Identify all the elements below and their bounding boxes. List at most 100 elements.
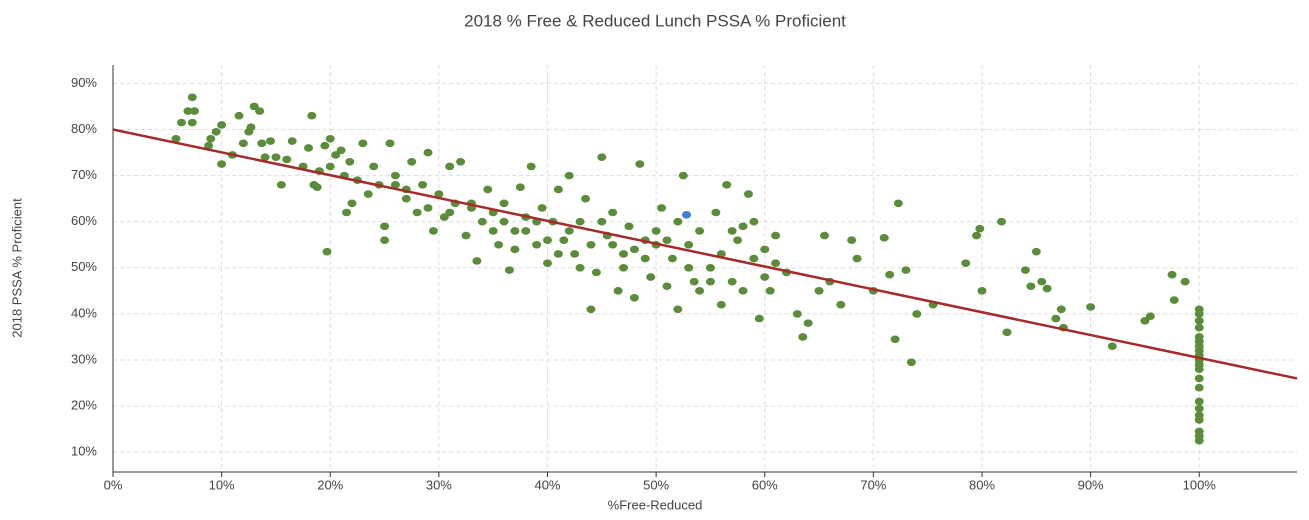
point [347,199,357,208]
point [260,153,270,161]
point [570,250,580,258]
point [369,162,379,171]
point [217,160,227,168]
point [760,273,770,281]
point [678,171,688,180]
point [553,250,563,258]
point [1194,317,1204,325]
point [418,181,428,189]
point [657,204,667,212]
point [608,208,618,217]
trend-line [112,128,1298,380]
point [423,148,433,157]
point [771,231,781,240]
point [684,264,694,272]
point [271,153,281,161]
point [912,310,922,318]
x-tick-label: 60% [752,477,778,492]
point [1002,328,1012,337]
point [977,287,987,295]
point [792,310,802,318]
point [749,217,759,226]
point [705,264,715,272]
y-tick-label: 40% [71,305,97,320]
point [499,217,509,226]
x-tick-label: 80% [969,477,995,492]
point [662,236,672,244]
point [1194,404,1204,413]
point [575,217,585,226]
point [635,160,645,168]
point [456,157,466,166]
point [597,153,607,161]
point [477,217,487,226]
point [345,157,355,166]
point [307,111,317,120]
point [526,162,536,171]
point [494,240,504,249]
point [434,190,444,198]
point [972,231,982,240]
point [673,305,683,314]
point [325,134,335,143]
point [320,141,330,150]
point [885,270,895,279]
point [836,300,846,309]
point [1194,416,1204,424]
point [890,335,900,344]
point [176,118,186,127]
x-tick-label: 30% [426,477,452,492]
point [803,319,813,327]
point [893,199,903,208]
x-tick-label: 20% [317,477,343,492]
point [1020,266,1030,274]
y-tick-label: 80% [71,121,97,136]
point [997,217,1007,226]
point [716,300,726,309]
point [336,146,346,155]
point [743,190,753,198]
point [575,264,585,272]
point [682,211,692,219]
point [380,236,390,244]
x-tick-label: 10% [209,477,235,492]
point [234,111,244,120]
y-tick-label: 30% [71,351,97,366]
point [662,282,672,291]
point [217,121,227,129]
point [1140,317,1150,325]
x-tick-label: 40% [534,477,560,492]
point [407,157,417,166]
point [646,273,656,281]
point [304,144,314,152]
point [342,208,352,217]
point [238,139,248,148]
x-tick-label: 90% [1078,477,1104,492]
point [733,236,743,244]
y-tick-label: 10% [71,444,97,459]
point [390,171,400,180]
point [331,151,341,159]
point [852,254,862,263]
point [1086,303,1096,311]
point [510,245,520,254]
point [380,222,390,231]
point [613,287,623,295]
point [1194,383,1204,392]
point [591,268,601,277]
point [187,118,197,127]
point [499,199,509,208]
x-tick-label: 100% [1183,477,1217,492]
point [722,181,732,189]
point [689,277,699,286]
point [428,227,438,235]
point [814,287,824,295]
y-tick-label: 70% [71,167,97,182]
point [651,227,661,235]
point [1042,284,1052,293]
point [760,245,770,254]
point [695,287,705,295]
point [564,171,574,180]
point [287,137,297,145]
point [1194,374,1204,383]
